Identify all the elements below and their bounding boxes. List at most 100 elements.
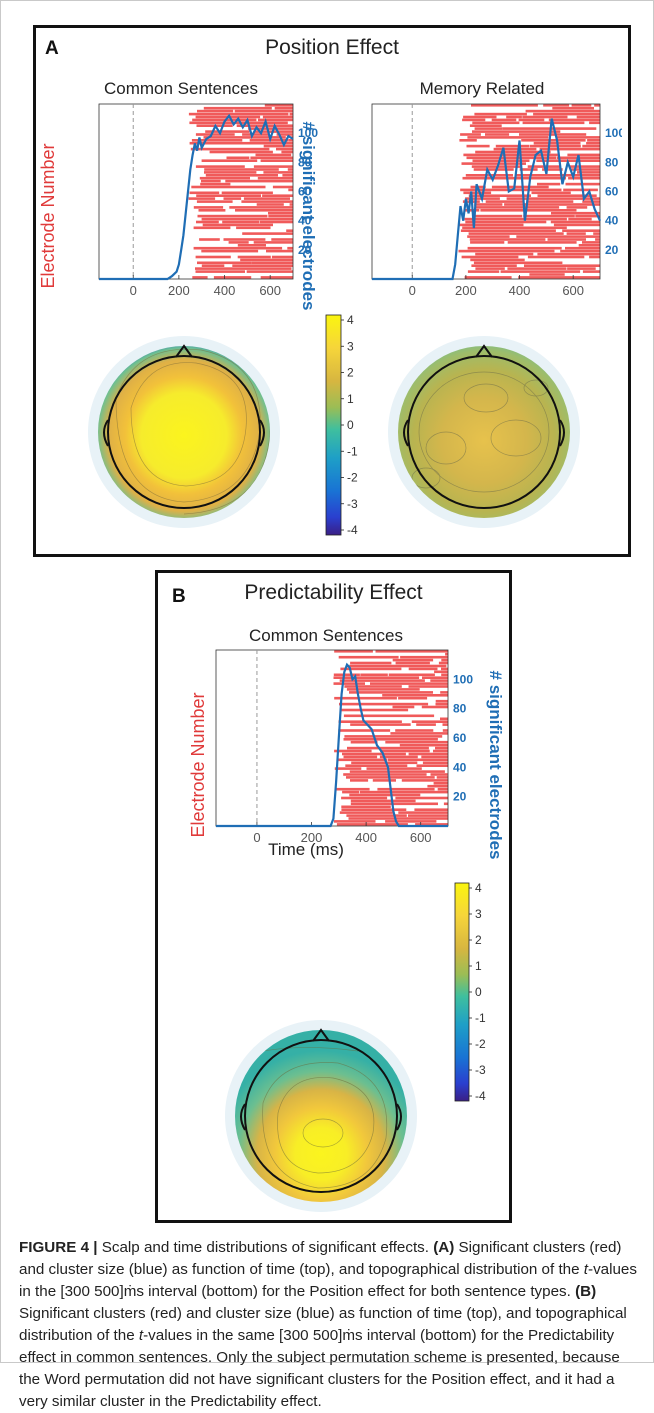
plot-a-common-cluster-segment xyxy=(201,249,259,253)
plot-b-common-cluster-segment xyxy=(408,685,448,688)
plot-a-common-x-tick-label: 400 xyxy=(214,283,236,298)
plot-a-common-cluster-segment xyxy=(236,226,271,230)
plot-b-common-cluster-segment xyxy=(338,655,399,659)
plot-b-common-cluster-segment xyxy=(344,735,443,738)
plot-a-memory-cluster-segment xyxy=(553,223,600,227)
plot-a-common-x-tick-label: 200 xyxy=(168,283,190,298)
plot-b-common-cluster-segment xyxy=(416,723,436,726)
plot-b-common-cluster-segment xyxy=(382,694,448,697)
plot-b-common-y-tick-label: 100 xyxy=(453,672,473,686)
plot-b-common-cluster-segment xyxy=(416,764,448,767)
plot-b-common-cluster-segment xyxy=(350,799,416,803)
plot-a-memory-cluster-segment xyxy=(593,232,600,235)
plot-a-common-cluster-segment xyxy=(195,255,231,259)
panel-a-graphics: Common Sentences Electrode Number # sign… xyxy=(38,79,622,537)
plot-a-common-cluster-segment xyxy=(199,176,250,180)
plot-a-memory-cluster-segment xyxy=(470,241,505,244)
plot-b-common-cluster-segment xyxy=(414,808,448,811)
plot-a-common-cluster-segment xyxy=(193,206,224,209)
plot-b-common-cluster-segment xyxy=(427,784,448,788)
plot-a-memory-y-tick-label: 40 xyxy=(605,214,619,228)
plot-b-common-cluster-segment xyxy=(411,720,448,723)
plot-a-common-y-tick-label: 80 xyxy=(298,155,312,169)
plot-a-memory-x-tick-label: 600 xyxy=(562,283,584,298)
colorbar-a: 4 3 2 1 0 -1 -2 -3 -4 xyxy=(325,313,358,537)
plot-b-common-x-tick-label: 200 xyxy=(301,830,323,845)
plot-b-common-cluster-segment xyxy=(437,787,448,791)
plot-b-common-cluster-segment xyxy=(434,670,448,674)
plot-a-memory-cluster-segment xyxy=(527,255,585,259)
plot-a-memory-cluster-segment xyxy=(469,238,546,241)
plot-b-common-cluster-segment xyxy=(441,658,448,662)
plot-a-memory-cluster-segment xyxy=(474,112,527,116)
plot-a-common-cluster-segment xyxy=(256,203,284,206)
plot-a-common-cluster-segment xyxy=(258,118,293,122)
plot-a-common-right-axis-label: # significant electrodes xyxy=(299,122,318,311)
plot-b-common-cluster-segment xyxy=(342,790,359,794)
plot-a-common-cluster-segment xyxy=(262,115,293,119)
plot-a-memory-cluster-segment xyxy=(480,209,577,212)
plot-b-common-cluster-segment xyxy=(333,673,360,677)
colorbar-a-tick-label: -1 xyxy=(347,444,358,458)
plot-a-memory-cluster-segment xyxy=(491,118,517,122)
plot-b-common-cluster-segment xyxy=(340,667,402,671)
plot-b-common-cluster-segment xyxy=(346,814,407,817)
plot-b-common-cluster-segment xyxy=(341,796,388,800)
plot-a-memory-axes-box xyxy=(371,103,601,280)
plot-b-common-cluster-segment xyxy=(440,717,448,721)
plot-a-memory-cluster-segment xyxy=(467,246,562,250)
plot-a-memory-cluster-segment xyxy=(467,270,500,273)
plot-a-memory-cluster-segment xyxy=(586,141,600,145)
plot-b-common-cluster-segment xyxy=(438,661,448,665)
plot-a-memory-cluster-segment xyxy=(485,133,510,136)
plot-b-common-cluster-segment xyxy=(435,702,448,706)
plot-a-memory-cluster-segment xyxy=(473,261,563,265)
plot-a-common-cluster-segment xyxy=(189,191,220,195)
plot-a-memory-y-tick-label: 20 xyxy=(605,243,619,257)
plot-b-common-cluster-segment xyxy=(390,732,448,735)
plot-a-common-cluster-segment xyxy=(198,209,226,212)
plot-a-memory-cluster-segment xyxy=(567,153,600,157)
plot-a-common-cluster-segment xyxy=(242,232,293,235)
figure-caption: FIGURE 4 | Scalp and time distributions … xyxy=(19,1237,639,1413)
plot-b-common-cluster-segment xyxy=(346,776,435,779)
plot-a-memory-cluster-segment xyxy=(572,203,600,206)
plot-a-memory-cluster-segment xyxy=(529,144,581,148)
plot-a-common-cluster-segment xyxy=(288,188,293,192)
plot-a-common-cluster-segment xyxy=(289,203,293,206)
plot-a-common-x-tick-label: 600 xyxy=(259,283,281,298)
plot-a-common-y-tick-label: 60 xyxy=(298,185,312,199)
plot-b-common-cluster-segment xyxy=(421,705,448,709)
plot-b-common-cluster-segment xyxy=(430,679,448,682)
plot-a-common-cluster-segment xyxy=(241,200,293,203)
plot-a-memory-cluster-segment xyxy=(461,162,526,165)
plot-a-common-cluster-segment xyxy=(201,159,258,162)
plot-b-common-cluster-segment xyxy=(350,779,369,782)
colorbar-a-tick-label: 0 xyxy=(347,418,354,432)
plot-a-common-cluster-segment xyxy=(225,179,293,183)
plot-b-common-cluster-segment xyxy=(349,793,421,797)
plot-a-memory-cluster-segment xyxy=(582,270,600,273)
plot-a-memory-cluster-segment xyxy=(523,214,575,218)
plot-b-common-cluster-segment xyxy=(433,749,448,753)
plot-a-common-cluster-segment xyxy=(188,197,216,200)
plot-b-common-cluster-segment xyxy=(341,808,407,811)
plot-a-memory-cluster-segment xyxy=(469,124,502,127)
plot-a-common-y-tick-label: 100 xyxy=(298,126,318,140)
topomap-a-common xyxy=(88,336,280,528)
plot-b-common-cluster-segment xyxy=(445,652,448,656)
plot-a-memory-cluster-segment xyxy=(465,220,547,224)
plot-b-common-cluster-segment xyxy=(343,738,438,741)
plot-a-memory-cluster-segment xyxy=(519,133,587,136)
plot-b-common-y-tick-label: 60 xyxy=(453,731,467,745)
plot-a-memory-cluster-segment xyxy=(506,197,600,200)
plot-a-common-cluster-segment xyxy=(286,229,293,232)
plot-a-common-cluster-segment xyxy=(193,246,283,250)
plot-a-common-cluster-segment xyxy=(201,264,225,267)
plot-b-common-cluster-segment xyxy=(441,673,448,677)
plot-a-common-cluster-segment xyxy=(196,200,233,203)
plot-a-common-cluster-segment xyxy=(192,276,208,279)
plot-b-common-cluster-segment xyxy=(388,673,435,677)
plot-a-memory-cluster-segment xyxy=(567,267,596,270)
plot-a-common-subtitle: Common Sentences xyxy=(104,79,258,98)
